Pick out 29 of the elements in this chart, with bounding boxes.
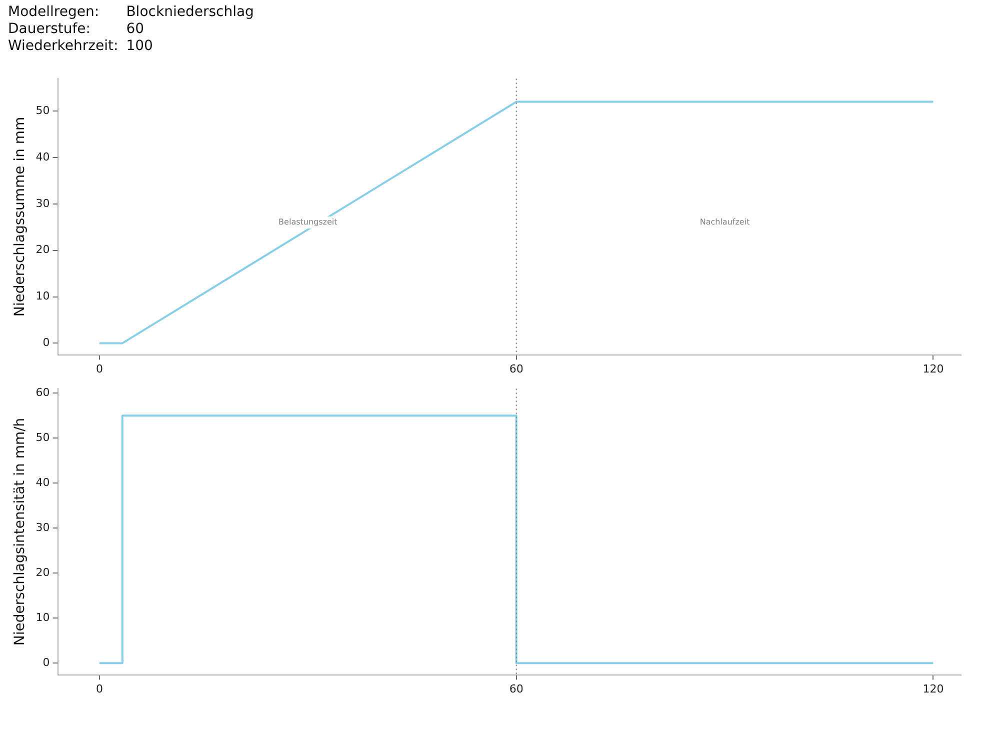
x-tick-label: 60 <box>509 682 524 696</box>
y-tick-label: 50 <box>36 104 50 117</box>
text: Modellregen: <box>8 4 100 21</box>
y-tick-label: 20 <box>36 566 50 579</box>
y-tick-label: 40 <box>36 150 50 164</box>
y-tick-label: 20 <box>36 243 50 256</box>
text: 100 <box>126 38 154 55</box>
y-tick-label: 0 <box>42 656 50 669</box>
y-tick-label: 10 <box>36 610 50 624</box>
x-tick-label: 60 <box>509 362 524 376</box>
text: 60 <box>126 21 146 38</box>
x-tick-label: 120 <box>922 682 944 696</box>
y-tick-label: 0 <box>42 336 50 350</box>
text: Dauerstufe: <box>8 21 92 38</box>
y-tick-label: 60 <box>36 386 50 399</box>
annotation: Nachlaufzeit <box>700 218 750 227</box>
y-axis-title: Niederschlagsintensität in mm/h <box>12 418 28 646</box>
y-tick-label: 30 <box>36 520 50 534</box>
x-tick-label: 0 <box>96 362 103 376</box>
y-tick-label: 50 <box>36 430 50 444</box>
y-axis-title: Niederschlagssumme in mm <box>12 116 28 317</box>
x-tick-label: 120 <box>922 362 944 376</box>
annotation: Belastungszeit <box>278 218 338 227</box>
text: Wiederkehrzeit: <box>8 38 118 55</box>
y-tick-label: 10 <box>36 290 50 303</box>
text: Blockniederschlag <box>126 4 254 21</box>
y-tick-label: 30 <box>36 196 50 210</box>
y-tick-label: 40 <box>36 476 50 489</box>
x-tick-label: 0 <box>96 682 103 696</box>
